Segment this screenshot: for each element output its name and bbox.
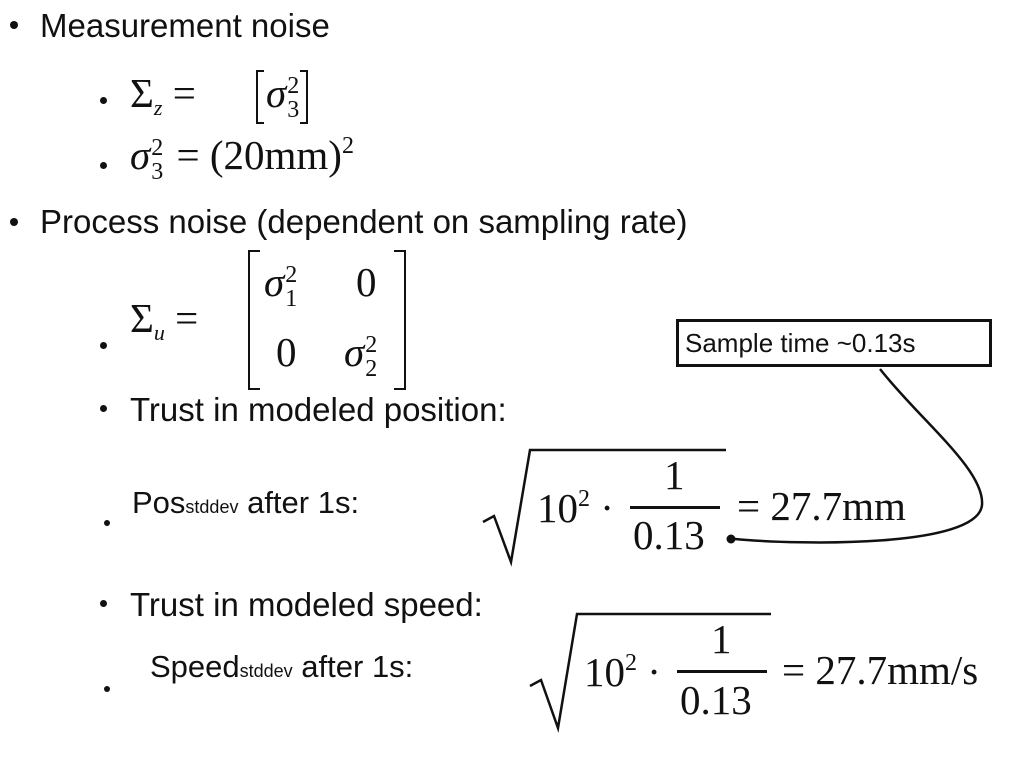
connector-dot — [726, 534, 736, 544]
equals-sign: = — [162, 70, 196, 116]
speed-stddev-label: Speedstddev after 1s: — [150, 649, 414, 684]
pos-fraction-bar — [630, 506, 720, 509]
pos-stddev-label: Posstddev after 1s: — [132, 485, 360, 520]
bullet-trust-speed: Trust in modeled speed: — [130, 586, 483, 623]
sample-time-callout: Sample time ~0.13s — [676, 319, 992, 367]
bullet-process-noise: Process noise (dependent on sampling rat… — [40, 203, 688, 240]
sigma-z-subscript: z — [153, 95, 163, 120]
sigma-z-definition: Σz = — [130, 70, 196, 119]
speed-radical-sign — [529, 612, 771, 733]
pos-fraction-denominator: 0.13 — [633, 512, 705, 558]
speed-fraction-bar — [677, 670, 767, 673]
bullet-dot — [104, 686, 110, 692]
sigma-z-symbol: Σ — [130, 70, 154, 116]
pos-fraction-numerator: 1 — [664, 452, 685, 498]
bullet-dot — [10, 21, 18, 29]
pos-radical-sign — [482, 448, 726, 567]
left-bracket — [256, 70, 264, 124]
matrix-left-bracket — [248, 250, 260, 390]
bullet-dot — [100, 600, 107, 607]
speed-result: = 27.7mm/s — [782, 647, 979, 693]
bullet-trust-position: Trust in modeled position: — [130, 391, 507, 428]
speed-base-power: 102 · — [584, 649, 661, 695]
matrix-right-bracket — [394, 250, 406, 390]
speed-fraction-denominator: 0.13 — [680, 677, 752, 723]
bullet-measurement-noise: Measurement noise — [40, 7, 330, 44]
speed-fraction-numerator: 1 — [711, 616, 732, 662]
callout-connector — [734, 368, 984, 544]
bullet-dot — [10, 218, 18, 226]
pos-base-power: 102 · — [537, 485, 614, 531]
matrix-cell-21: 0 — [276, 329, 297, 375]
bullet-dot — [100, 342, 107, 349]
sigma-u-symbol: Σu = — [130, 295, 199, 345]
bullet-dot — [100, 97, 107, 104]
matrix-cell-12: 0 — [356, 259, 377, 305]
pos-result: = 27.7mm — [737, 483, 906, 529]
bullet-dot — [100, 405, 107, 412]
right-bracket — [300, 70, 308, 124]
bullet-dot — [104, 520, 110, 526]
bullet-dot — [100, 162, 107, 169]
